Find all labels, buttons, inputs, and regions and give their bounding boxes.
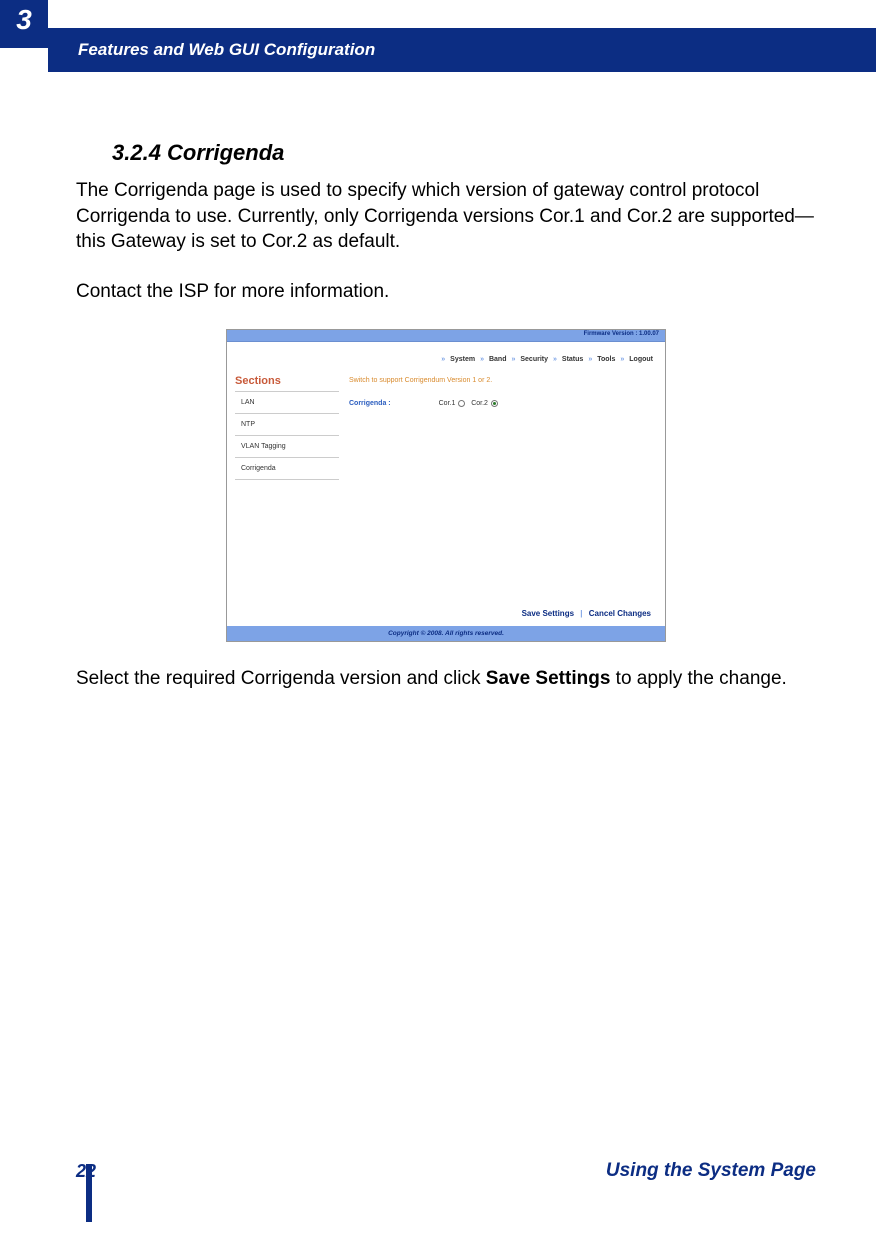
p3-post: to apply the change. [610, 668, 786, 689]
radio-label: Cor.1 [439, 400, 456, 407]
sidebar-sections-title: Sections [235, 375, 339, 387]
nav-sep-icon: » [511, 356, 515, 363]
sidebar-section-list: LANNTPVLAN TaggingCorrigenda [235, 391, 339, 480]
ui-copyright-footer: Copyright © 2008. All rights reserved. [227, 626, 665, 641]
paragraph-1: The Corrigenda page is used to specify w… [76, 178, 816, 255]
ui-main-panel: Switch to support Corrigendum Version 1 … [339, 371, 665, 601]
corrigenda-row: Corrigenda : Cor.1 Cor.2 [349, 400, 655, 407]
nav-item-status[interactable]: Status [562, 356, 583, 363]
nav-item-logout[interactable]: Logout [629, 356, 653, 363]
paragraph-2: Contact the ISP for more information. [76, 279, 816, 305]
ui-hint-text: Switch to support Corrigendum Version 1 … [349, 377, 655, 384]
nav-item-band[interactable]: Band [489, 356, 507, 363]
footer-page-label: Using the System Page [606, 1160, 816, 1182]
radio-label: Cor.2 [471, 400, 488, 407]
cancel-changes-button[interactable]: Cancel Changes [589, 609, 651, 618]
chapter-header: Features and Web GUI Configuration [48, 28, 876, 72]
page-content: 3.2.4 Corrigenda The Corrigenda page is … [76, 140, 816, 715]
sidebar-item-lan[interactable]: LAN [235, 392, 339, 414]
nav-sep-icon: » [620, 356, 624, 363]
nav-sep-icon: » [553, 356, 557, 363]
page-footer: 22 Using the System Page [76, 1160, 816, 1182]
gateway-ui-screenshot: Firmware Version : 1.00.07 »System»Band»… [226, 329, 666, 642]
sidebar-item-corrigenda[interactable]: Corrigenda [235, 458, 339, 480]
nav-sep-icon: » [480, 356, 484, 363]
sidebar-item-ntp[interactable]: NTP [235, 414, 339, 436]
paragraph-3: Select the required Corrigenda version a… [76, 666, 816, 692]
firmware-version-label: Firmware Version : 1.00.07 [584, 331, 659, 337]
corrigenda-label: Corrigenda : [349, 400, 391, 407]
nav-sep-icon: » [441, 356, 445, 363]
chapter-number-tab: 3 [0, 0, 48, 48]
nav-item-tools[interactable]: Tools [597, 356, 615, 363]
nav-item-security[interactable]: Security [520, 356, 548, 363]
ui-sidebar: Sections LANNTPVLAN TaggingCorrigenda [227, 371, 339, 601]
action-separator: | [580, 609, 582, 618]
p3-bold: Save Settings [486, 668, 611, 689]
radio-option-cor1[interactable]: Cor.1 [439, 400, 466, 407]
screenshot-figure: Firmware Version : 1.00.07 »System»Band»… [76, 329, 816, 642]
nav-sep-icon: » [588, 356, 592, 363]
radio-option-cor2[interactable]: Cor.2 [471, 400, 498, 407]
ui-top-bar: Firmware Version : 1.00.07 [227, 330, 665, 342]
nav-item-system[interactable]: System [450, 356, 475, 363]
ui-nav-menu: » System » Band » Security » Status » Tools » Logou… [227, 342, 665, 371]
radio-icon[interactable] [491, 400, 498, 407]
save-settings-button[interactable]: Save Settings [522, 609, 574, 618]
footer-rule-decoration [86, 1164, 92, 1222]
section-heading: 3.2.4 Corrigenda [112, 140, 816, 166]
ui-action-bar: Save Settings | Cancel Changes [227, 601, 665, 626]
sidebar-item-vlan-tagging[interactable]: VLAN Tagging [235, 436, 339, 458]
p3-pre: Select the required Corrigenda version a… [76, 668, 486, 689]
